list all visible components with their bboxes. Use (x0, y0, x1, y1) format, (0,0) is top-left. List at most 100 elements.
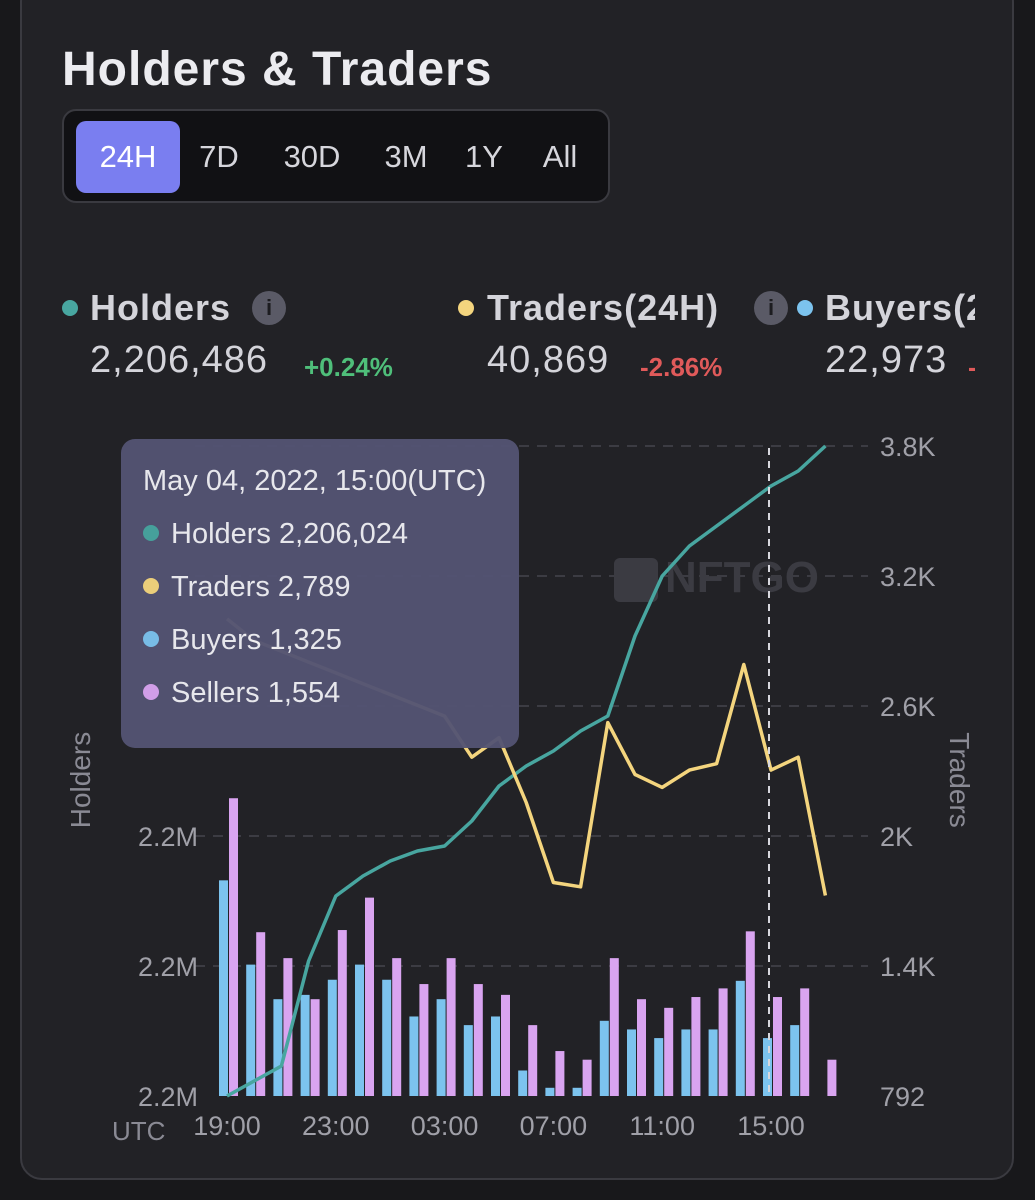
right-tick-label: 2K (880, 822, 913, 852)
buyers-bar (436, 999, 446, 1096)
sellers-dot (143, 684, 159, 701)
holders-dot (62, 300, 78, 316)
buyers-bar (327, 979, 337, 1096)
sellers-bar (473, 984, 483, 1096)
sellers-bar (419, 984, 429, 1096)
x-tick-label: 11:00 (629, 1111, 695, 1141)
sellers-bar (745, 931, 755, 1096)
sellers-bar (229, 798, 238, 1096)
sellers-bar (256, 932, 266, 1096)
range-30d-button[interactable]: 30D (283, 139, 341, 174)
traders-dot (143, 578, 159, 595)
sellers-bar (392, 958, 402, 1096)
nftgo-watermark: NFTGO (665, 553, 819, 602)
buyers-metric-label: Buyers(2 (825, 287, 975, 328)
holders-metric-value: 2,206,486 (90, 339, 269, 381)
sellers-bar (555, 1051, 565, 1096)
tooltip-sellers-text: Sellers 1,554 (171, 677, 341, 709)
right-tick-label: 3.2K (880, 562, 936, 592)
buyers-bar (382, 979, 392, 1096)
axis-ticks: 2.2M 2.2M 2.2M 792 1.4K 2K 2.6K 3.2K 3.8K 19:00 23… (138, 432, 936, 1141)
info-icon[interactable]: i (252, 291, 286, 325)
left-axis-label: Holders (65, 732, 96, 828)
sellers-bar (827, 1059, 837, 1096)
chart-tooltip: May 04, 2022, 15:00(UTC) Holders 2,206,0… (121, 439, 519, 748)
sellers-bar (528, 1025, 538, 1096)
sellers-bar (283, 958, 293, 1096)
left-tick-label: 2.2M (138, 1082, 198, 1112)
traders-dot (458, 300, 474, 316)
buyers-bar (654, 1038, 664, 1096)
buyers-bar (627, 1029, 636, 1096)
buyers-bar (300, 994, 310, 1096)
range-all-button[interactable]: All (542, 139, 578, 174)
sellers-bar (337, 930, 347, 1096)
sellers-bar (773, 997, 782, 1096)
tooltip-row-buyers: Buyers 1,325 (143, 624, 342, 657)
sellers-bar (664, 1007, 674, 1096)
buyers-bar (763, 1038, 772, 1096)
x-axis-unit-label: UTC (112, 1116, 165, 1146)
nftgo-logo-icon (614, 558, 658, 602)
traders-metric-label: Traders(24H) (487, 287, 720, 328)
right-axis-label: Traders (944, 732, 975, 827)
holders-dot (143, 525, 159, 542)
buyers-metric-change: - (968, 352, 975, 383)
traders-metric-change: -2.86% (640, 352, 723, 382)
page-title: Holders & Traders (62, 43, 493, 96)
buyers-metric-value: 22,973 (825, 339, 948, 381)
buyers-bar (246, 964, 256, 1096)
right-tick-label: 792 (880, 1082, 925, 1112)
holders-line (226, 444, 827, 1098)
x-tick-label: 19:00 (193, 1111, 261, 1141)
buyers-bar (545, 1087, 555, 1096)
info-icon[interactable]: i (754, 291, 788, 325)
tooltip-holders-text: Holders 2,206,024 (171, 518, 408, 550)
buyers-bar (572, 1087, 582, 1096)
right-tick-label: 1.4K (880, 952, 936, 982)
traders-metric-value: 40,869 (487, 339, 610, 381)
range-1y-button[interactable]: 1Y (465, 139, 503, 174)
right-tick-label: 2.6K (880, 692, 936, 722)
bars-layer (219, 798, 837, 1096)
sellers-bar (691, 997, 701, 1096)
sellers-bar (446, 958, 456, 1096)
buyers-bar (708, 1029, 718, 1096)
buyers-bar (355, 964, 364, 1096)
buyers-bar (735, 980, 745, 1096)
x-tick-label: 07:00 (520, 1111, 588, 1141)
buyers-bar (409, 1016, 419, 1096)
buyers-bar (599, 1020, 609, 1096)
buyers-bar (790, 1025, 800, 1096)
tooltip-date: May 04, 2022, 15:00(UTC) (143, 465, 487, 497)
sellers-bar (800, 988, 810, 1096)
buyers-bar (518, 1070, 528, 1096)
buyers-bar (273, 999, 283, 1096)
range-24h-button[interactable]: 24H (76, 121, 180, 193)
tooltip-buyers-text: Buyers 1,325 (171, 624, 342, 656)
buyers-bar (219, 880, 228, 1096)
x-tick-label: 23:00 (302, 1111, 370, 1141)
time-range-selector: 24H 7D 30D 3M 1Y All (62, 109, 610, 203)
buyers-bar (491, 1016, 500, 1096)
range-7d-button[interactable]: 7D (199, 139, 239, 174)
left-tick-label: 2.2M (138, 952, 198, 982)
x-tick-label: 15:00 (737, 1111, 805, 1141)
holders-metric-label: Holders (90, 287, 232, 328)
range-3m-button[interactable]: 3M (384, 139, 428, 174)
tooltip-row-traders: Traders 2,789 (143, 571, 350, 604)
left-tick-label: 2.2M (138, 822, 198, 852)
buyers-bar (681, 1029, 691, 1096)
sellers-bar (365, 897, 374, 1096)
sellers-bar (501, 994, 510, 1096)
buyers-dot (797, 300, 813, 316)
sellers-bar (609, 958, 619, 1096)
right-tick-label: 3.8K (880, 432, 936, 462)
buyers-bar (463, 1025, 473, 1096)
sellers-bar (310, 999, 320, 1096)
tooltip-traders-text: Traders 2,789 (171, 571, 351, 603)
buyers-dot (143, 631, 159, 648)
sellers-bar (637, 999, 646, 1096)
tooltip-row-holders: Holders 2,206,024 (143, 518, 408, 551)
